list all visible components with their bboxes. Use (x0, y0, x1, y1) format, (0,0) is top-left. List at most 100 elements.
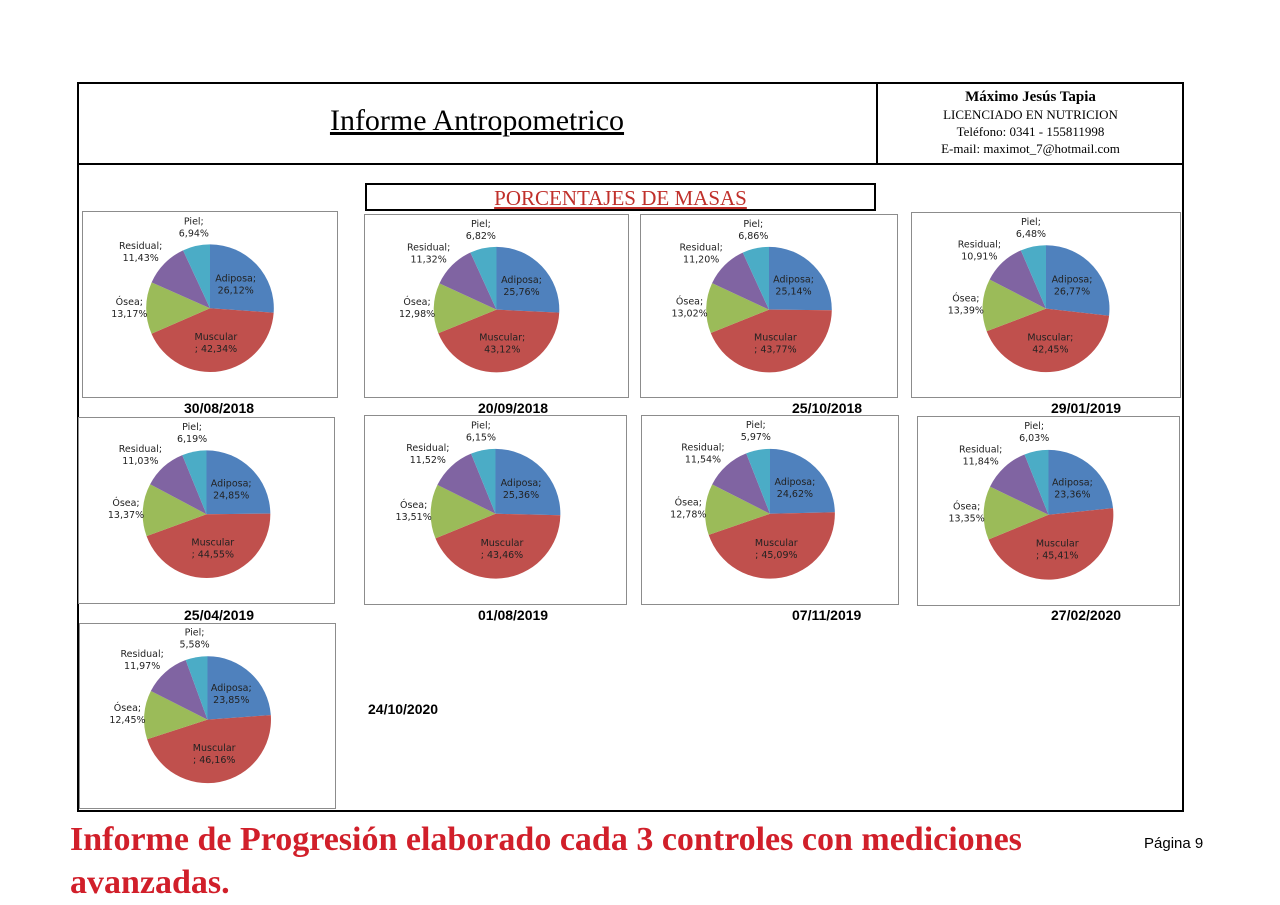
pie-slice-adiposa (206, 450, 271, 515)
pie-chart-svg: Adiposa; 23,36% Muscular; 45,41% Ósea; 13,35… (949, 421, 1114, 580)
pie-label-adiposa: Adiposa; 25,36% (501, 478, 542, 501)
pie-slice-adiposa (495, 448, 561, 516)
pie-slice-osea (142, 484, 207, 537)
pie-slice-piel (470, 246, 497, 310)
pie-slice-piel (182, 450, 207, 515)
pie-label-adiposa: Adiposa; 23,36% (1052, 477, 1093, 500)
pie-label-residual: Residual; 11,52% (406, 443, 449, 466)
pie-slice-piel (183, 244, 210, 309)
pie-slice-piel (1020, 245, 1046, 309)
pie-slice-piel (746, 448, 770, 514)
pie-chart-1: Adiposa; 26,12% Muscular; 42,34% Ósea; 13,17… (82, 211, 338, 398)
pie-label-muscular: Muscular; 42,45% (1027, 332, 1073, 355)
pie-label-piel: Piel; 6,03% (1019, 421, 1049, 444)
pie-label-residual: Residual; 11,97% (120, 649, 163, 672)
pie-label-piel: Piel; 6,82% (466, 219, 496, 242)
pie-label-piel: Piel; 5,58% (179, 628, 209, 651)
pie-chart-7: Adiposa; 24,62% Muscular; 45,09% Ósea; 12,78… (641, 415, 899, 605)
pie-label-piel: Piel; 6,94% (179, 216, 209, 239)
pie-slice-adiposa (1046, 245, 1110, 316)
chart-date-label: 29/01/2019 (1051, 400, 1122, 416)
pie-slice-piel (471, 448, 496, 514)
pie-label-adiposa: Adiposa; 24,85% (211, 478, 252, 501)
pie-chart-4: Adiposa; 26,77% Muscular; 42,45% Ósea; 13,39%… (911, 212, 1181, 398)
header-divider (77, 163, 1184, 165)
pie-label-osea: Ósea; 12,78% (670, 497, 706, 521)
pie-chart-svg: Adiposa; 26,12% Muscular; 42,34% Ósea; 13,17… (111, 216, 274, 373)
chart-date-label: 01/08/2019 (478, 607, 549, 623)
pie-label-adiposa: Adiposa; 24,62% (775, 477, 816, 500)
pie-slice-adiposa (770, 448, 835, 514)
pie-slice-muscular (986, 308, 1110, 373)
pie-chart-svg: Adiposa; 26,77% Muscular; 42,45% Ósea; 13,39%… (948, 217, 1110, 373)
pie-chart-5: Adiposa; 24,85% Muscular; 44,55% Ósea; 13,37… (78, 417, 335, 604)
pie-label-piel: Piel; 6,86% (738, 219, 768, 242)
pie-label-muscular: Muscular; 43,77% (754, 333, 797, 356)
chart-date-label: 27/02/2020 (1051, 607, 1122, 623)
pie-label-osea: Ósea; 13,35% (949, 501, 985, 525)
footer-note: Informe de Progresión elaborado cada 3 c… (70, 821, 1022, 901)
pie-chart-9: Adiposa; 23,85% Muscular; 46,16% Ósea; 12,45… (79, 623, 336, 809)
pie-label-piel: Piel; 6,48% (1016, 217, 1046, 240)
pie-slice-muscular (438, 309, 560, 373)
pie-slice-adiposa (769, 246, 832, 311)
pie-chart-svg: Adiposa; 25,36% Muscular; 43,46% Ósea; 13,51… (396, 420, 561, 579)
pie-slice-osea (433, 283, 497, 334)
pie-label-muscular: Muscular; 45,09% (755, 538, 798, 561)
pie-label-adiposa: Adiposa; 26,12% (215, 273, 256, 296)
pie-slice-piel (742, 246, 769, 310)
pie-chart-svg: Adiposa; 25,76% Muscular; 43,12% Ósea; 12,98%… (399, 219, 560, 373)
pie-label-residual: Residual; 11,84% (959, 444, 1002, 467)
chart-date-label: 20/09/2018 (478, 400, 549, 416)
author-email: E-mail: maximot_7@hotmail.com (941, 141, 1120, 156)
pie-label-residual: Residual; 10,91% (958, 239, 1001, 262)
pie-label-muscular: Muscular; 42,34% (195, 332, 238, 355)
pie-label-residual: Residual; 11,03% (119, 444, 162, 467)
section-title: PORCENTAJES DE MASAS (494, 186, 747, 210)
pie-slice-residual (150, 660, 208, 720)
pie-slice-muscular (151, 308, 274, 373)
pie-label-osea: Ósea; 13,37% (108, 497, 144, 521)
pie-slice-muscular (710, 309, 832, 373)
pie-label-adiposa: Adiposa; 23,85% (211, 683, 252, 706)
pie-label-residual: Residual; 11,54% (681, 443, 724, 466)
pie-slice-adiposa (1048, 449, 1114, 515)
pie-label-residual: Residual; 11,43% (119, 241, 162, 264)
pie-label-osea: Ósea; 13,51% (396, 499, 432, 523)
chart-date-label: 07/11/2019 (792, 607, 862, 623)
pie-chart-svg: Adiposa; 25,14% Muscular; 43,77% Ósea; 13,02… (671, 219, 832, 373)
section-title-box: PORCENTAJES DE MASAS (365, 183, 876, 211)
pie-label-muscular: Muscular; 43,46% (481, 538, 524, 561)
pie-slice-residual (712, 453, 770, 514)
header-vertical-divider (876, 82, 878, 164)
pie-slice-residual (437, 453, 496, 514)
pie-slice-osea (705, 484, 770, 535)
pie-slice-residual (439, 252, 497, 310)
pie-label-osea: Ósea; 12,45% (109, 702, 145, 726)
pie-slice-residual (989, 250, 1046, 309)
pie-slice-residual (151, 250, 210, 309)
page-number: Página 9 (1144, 835, 1204, 852)
pie-slice-osea (983, 486, 1049, 540)
pie-label-residual: Residual; 11,32% (407, 243, 450, 266)
pie-slice-muscular (988, 508, 1114, 580)
chart-date-label: 25/10/2018 (792, 400, 863, 416)
pie-label-muscular: Muscular; 45,41% (1036, 538, 1079, 561)
pie-slice-adiposa (210, 244, 274, 313)
pie-chart-svg: Adiposa; 24,62% Muscular; 45,09% Ósea; 12,78… (670, 420, 835, 579)
author-name: Máximo Jesús Tapia (965, 89, 1096, 105)
pie-slice-osea (146, 282, 210, 334)
pie-slice-muscular (708, 512, 835, 579)
pie-slice-osea (144, 691, 208, 740)
pie-slice-muscular (147, 715, 271, 784)
pie-slice-residual (150, 455, 207, 515)
pie-chart-8: Adiposa; 23,36% Muscular; 45,41% Ósea; 13,35… (917, 416, 1180, 606)
pie-chart-6: Adiposa; 25,36% Muscular; 43,46% Ósea; 13,51… (364, 415, 627, 605)
chart-date-label: 30/08/2018 (184, 400, 255, 416)
pie-slice-muscular (435, 513, 561, 579)
pie-label-muscular: Muscular; 46,16% (193, 743, 236, 766)
pie-label-adiposa: Adiposa; 25,14% (773, 274, 814, 297)
pie-label-osea: Ósea; 12,98% (399, 296, 435, 320)
pie-label-piel: Piel; 6,19% (177, 422, 207, 445)
pie-label-adiposa: Adiposa; 25,76% (501, 275, 542, 298)
